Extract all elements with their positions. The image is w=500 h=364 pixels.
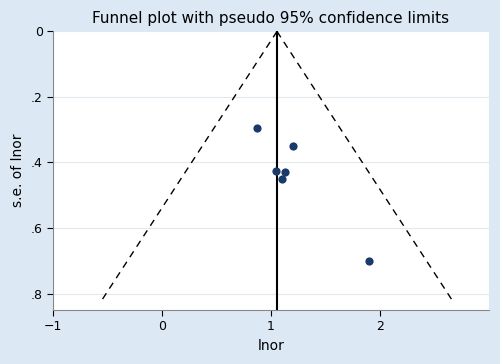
Point [281, 169, 289, 175]
Y-axis label: s.e. of lnor: s.e. of lnor [11, 134, 25, 207]
Point [289, 143, 297, 149]
Point [365, 258, 373, 264]
Point [278, 176, 286, 182]
X-axis label: lnor: lnor [258, 339, 284, 353]
Point [253, 125, 261, 131]
Point [272, 168, 280, 174]
Title: Funnel plot with pseudo 95% confidence limits: Funnel plot with pseudo 95% confidence l… [92, 11, 450, 26]
